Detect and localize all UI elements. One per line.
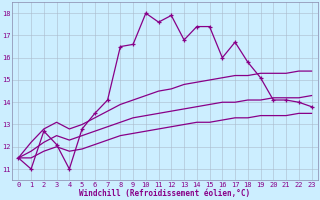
X-axis label: Windchill (Refroidissement éolien,°C): Windchill (Refroidissement éolien,°C) — [79, 189, 251, 198]
